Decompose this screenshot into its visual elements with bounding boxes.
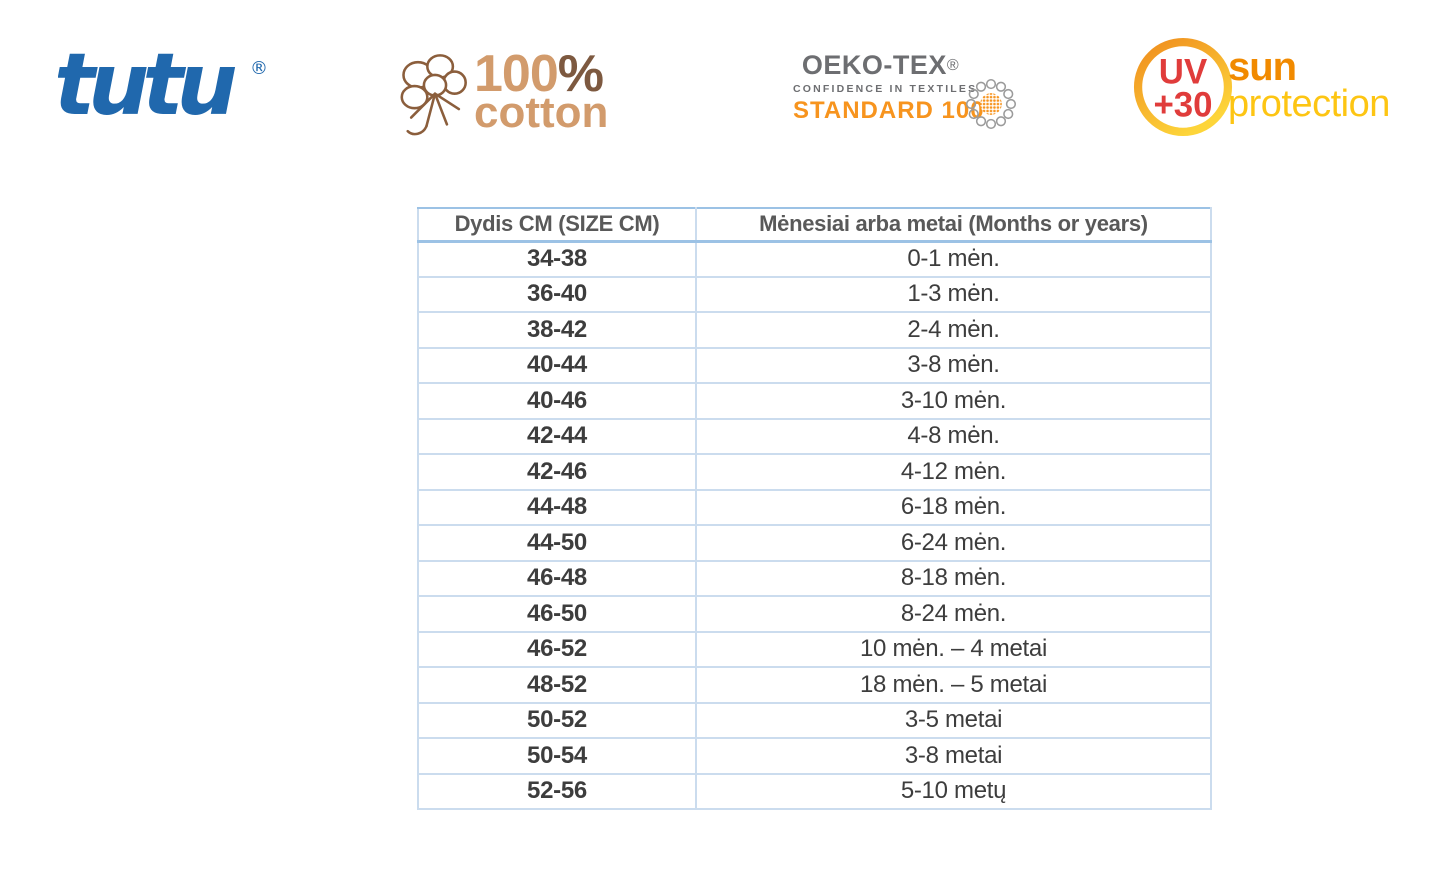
size-cell: 50-54 — [417, 737, 697, 775]
oeko-registered-mark: ® — [946, 57, 960, 74]
age-cell: 6-24 mėn. — [695, 524, 1212, 562]
oeko-tex-standard-text: STANDARD 100 — [793, 97, 985, 124]
age-cell: 6-18 mėn. — [695, 488, 1212, 526]
size-cell: 36-40 — [417, 275, 697, 313]
oeko-tex-title-text: OEKO-TEX — [801, 50, 947, 80]
age-cell: 18 mėn. – 5 metai — [695, 666, 1212, 704]
table-row: 44-50 6-24 mėn. — [417, 524, 1212, 562]
cotton-word-text: cotton — [474, 88, 609, 138]
age-cell: 0-1 mėn. — [695, 240, 1212, 278]
table-row: 50-52 3-5 metai — [417, 701, 1212, 739]
table-row: 38-42 2-4 mėn. — [417, 311, 1212, 349]
size-cell: 50-52 — [417, 701, 697, 739]
size-cell: 44-50 — [417, 524, 697, 562]
oeko-tex-subtitle: CONFIDENCE IN TEXTILES — [793, 83, 978, 95]
table-row: 48-52 18 mėn. – 5 metai — [417, 666, 1212, 704]
size-cell: 40-46 — [417, 382, 697, 420]
oeko-tex-logo: OEKO-TEX® CONFIDENCE IN TEXTILES STANDAR… — [793, 50, 1018, 135]
tutu-registered-mark: ® — [250, 58, 268, 79]
table-row: 50-54 3-8 metai — [417, 737, 1212, 775]
oeko-tex-title: OEKO-TEX® — [793, 50, 968, 81]
uv-words: sun protection — [1228, 45, 1390, 125]
cotton-percent-text: % — [557, 44, 604, 103]
tutu-logo-icon: tutu ® — [54, 35, 268, 135]
age-cell: 1-3 mėn. — [695, 275, 1212, 313]
size-cell: 52-56 — [417, 772, 697, 810]
size-cell: 46-48 — [417, 559, 697, 597]
size-table-head: Dydis CM (SIZE CM) Mėnesiai arba metai (… — [417, 207, 1212, 243]
cotton-logo: 100% cotton — [392, 44, 614, 140]
size-table-container: Dydis CM (SIZE CM) Mėnesiai arba metai (… — [417, 207, 1212, 810]
size-table-header-row: Dydis CM (SIZE CM) Mėnesiai arba metai (… — [417, 207, 1212, 243]
size-column-header: Dydis CM (SIZE CM) — [417, 207, 697, 243]
table-row: 34-38 0-1 mėn. — [417, 240, 1212, 278]
age-cell: 5-10 metų — [695, 772, 1212, 810]
size-cell: 46-50 — [417, 595, 697, 633]
table-row: 46-50 8-24 mėn. — [417, 595, 1212, 633]
size-cell: 38-42 — [417, 311, 697, 349]
cotton-logo-text: 100% cotton — [474, 48, 609, 138]
age-column-header: Mėnesiai arba metai (Months or years) — [695, 207, 1212, 243]
uv-badge-icon: UV +30 — [1133, 37, 1233, 137]
age-cell: 3-8 mėn. — [695, 346, 1212, 384]
table-row: 44-48 6-18 mėn. — [417, 488, 1212, 526]
size-cell: 44-48 — [417, 488, 697, 526]
uv-badge-line1: UV — [1159, 52, 1207, 91]
size-table-body: 34-38 0-1 mėn. 36-40 1-3 mėn. 38-42 2-4 mėn. 4… — [417, 240, 1212, 810]
uv-badge-line2: +30 — [1153, 85, 1212, 124]
table-row: 46-52 10 mėn. – 4 metai — [417, 630, 1212, 668]
age-cell: 8-24 mėn. — [695, 595, 1212, 633]
age-cell: 2-4 mėn. — [695, 311, 1212, 349]
tutu-logo-text: tutu — [58, 36, 235, 131]
size-cell: 46-52 — [417, 630, 697, 668]
table-row: 46-48 8-18 mėn. — [417, 559, 1212, 597]
tutu-logo: tutu ® — [54, 35, 273, 135]
oeko-tex-emblem-icon — [965, 78, 1017, 130]
cotton-100-text: 100 — [474, 44, 559, 103]
table-row: 42-46 4-12 mėn. — [417, 453, 1212, 491]
size-cell: 40-44 — [417, 346, 697, 384]
size-cell: 42-44 — [417, 417, 697, 455]
uv-sun-text: sun — [1228, 45, 1297, 89]
uv-protection-text: protection — [1228, 83, 1390, 125]
size-cell: 48-52 — [417, 666, 697, 704]
size-cell: 34-38 — [417, 240, 697, 278]
size-table: Dydis CM (SIZE CM) Mėnesiai arba metai (… — [417, 207, 1212, 810]
cotton-flower-icon — [400, 54, 467, 136]
table-row: 40-46 3-10 mėn. — [417, 382, 1212, 420]
table-row: 40-44 3-8 mėn. — [417, 346, 1212, 384]
oeko-tex-text-block: OEKO-TEX® CONFIDENCE IN TEXTILES STANDAR… — [793, 50, 985, 125]
age-cell: 3-10 mėn. — [695, 382, 1212, 420]
table-row: 36-40 1-3 mėn. — [417, 275, 1212, 313]
table-row: 42-44 4-8 mėn. — [417, 417, 1212, 455]
age-cell: 3-8 metai — [695, 737, 1212, 775]
age-cell: 3-5 metai — [695, 701, 1212, 739]
age-cell: 8-18 mėn. — [695, 559, 1212, 597]
age-cell: 4-12 mėn. — [695, 453, 1212, 491]
uv-protection-logo: UV +30 sun protection — [1128, 30, 1390, 145]
age-cell: 10 mėn. – 4 metai — [695, 630, 1212, 668]
size-cell: 42-46 — [417, 453, 697, 491]
age-cell: 4-8 mėn. — [695, 417, 1212, 455]
table-row: 52-56 5-10 metų — [417, 772, 1212, 810]
